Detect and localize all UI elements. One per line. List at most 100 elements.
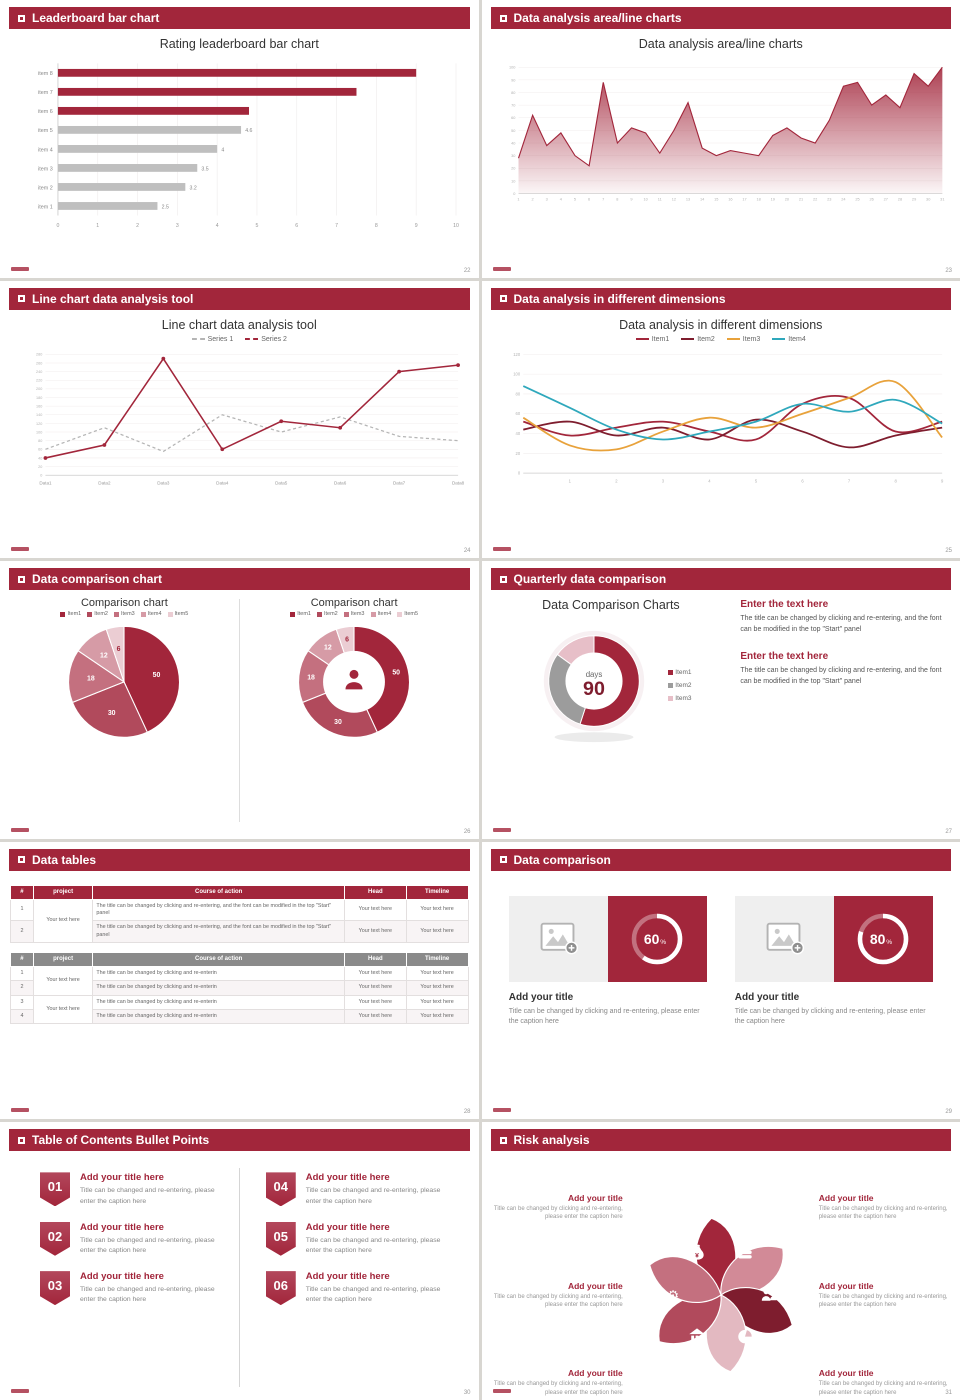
card-title: Add your title <box>734 991 800 1003</box>
legend-label: Item1 <box>297 611 311 618</box>
risk-block: Add your title Title can be changed by cl… <box>492 1281 623 1310</box>
table-header-row: # project Course of action Head Timeline <box>10 951 469 967</box>
bullet-square-icon <box>499 856 507 864</box>
item3-line-swatch <box>726 338 740 341</box>
svg-text:%: % <box>661 939 667 946</box>
svg-text:30: 30 <box>511 153 515 158</box>
legend-label: Item4 <box>377 611 392 618</box>
bullet-square-icon <box>18 295 25 303</box>
svg-text:8: 8 <box>616 197 618 202</box>
item1-swatch <box>668 669 674 675</box>
table-header-row: # project Course of action Head Timeline <box>10 884 469 900</box>
svg-text:item 5: item 5 <box>38 128 53 134</box>
svg-text:80: 80 <box>38 439 42 443</box>
svg-text:30: 30 <box>108 710 116 717</box>
risk-title: Add your title <box>567 1280 623 1291</box>
toc-item: 05 Add your title here Title can be chang… <box>265 1221 457 1256</box>
bank-icon <box>689 1328 705 1345</box>
toc-item: 02 Add your title here Title can be chang… <box>40 1221 231 1256</box>
donut-row: days 90 Item1 Item2 Item3 <box>492 620 731 750</box>
slide-comparison-pies[interactable]: Data comparison chart Comparison chart I… <box>0 561 479 839</box>
cell: The title can be changed by clicking and… <box>92 965 345 982</box>
svg-text:9: 9 <box>940 478 943 483</box>
svg-text:50: 50 <box>392 670 400 677</box>
slide-dimensions-chart[interactable]: Data analysis in different dimensions Da… <box>481 280 960 559</box>
slide-risk-analysis[interactable]: Risk analysis Add your title Title can be… <box>481 1122 960 1400</box>
svg-text:23: 23 <box>827 197 831 202</box>
slide-header: Data analysis in different dimensions <box>490 287 951 310</box>
bullet-square-icon <box>18 1136 25 1144</box>
series2-line-swatch <box>245 338 259 341</box>
footer-logo <box>492 827 511 832</box>
chart-title: Comparison chart <box>80 597 168 610</box>
table-row: 4 The title can be changed by clicking a… <box>10 1008 469 1025</box>
legend-label: Item1 <box>675 668 692 676</box>
svg-text:8: 8 <box>375 223 378 229</box>
risk-block: Add your title Title can be changed by cl… <box>492 1368 623 1397</box>
svg-text:2: 2 <box>615 478 618 483</box>
slide-toc-bullets[interactable]: Table of Contents Bullet Points 01 Add y… <box>0 1122 479 1400</box>
image-placeholder-box <box>508 895 608 982</box>
svg-text:6: 6 <box>588 197 590 202</box>
footer-logo <box>492 1108 511 1113</box>
bookmark-number: 02 <box>40 1221 70 1256</box>
svg-text:27: 27 <box>883 197 887 202</box>
svg-text:Data2: Data2 <box>98 480 111 485</box>
slide-line-chart-tool[interactable]: Line chart data analysis tool Line chart… <box>0 280 479 559</box>
pie-chart: 50 30 18 12 6 <box>68 626 181 739</box>
bullet-square-icon <box>18 14 25 22</box>
svg-text:4: 4 <box>559 197 562 202</box>
legend-label: Item3 <box>675 694 692 702</box>
svg-text:Data8: Data8 <box>452 480 465 485</box>
donut-panel: Data Comparison Charts days 90 Item1 Item… <box>492 595 731 839</box>
svg-text:5: 5 <box>256 223 259 229</box>
col-header: project <box>32 951 94 967</box>
svg-text:6: 6 <box>117 646 121 653</box>
item2-swatch <box>668 682 674 688</box>
svg-text:17: 17 <box>742 197 746 202</box>
svg-text:12: 12 <box>100 653 108 660</box>
slide-data-tables[interactable]: Data tables # project Course of action H… <box>0 841 479 1120</box>
pie-panel-right: Comparison chart Item1 Item2 Item3 Item4… <box>240 595 469 826</box>
col-header: Course of action <box>92 884 345 900</box>
card-title: Add your title <box>508 991 574 1003</box>
item3-swatch <box>343 611 349 617</box>
svg-text:16: 16 <box>728 197 732 202</box>
risk-column-right: Add your title Title can be changed by cl… <box>819 1193 950 1398</box>
vertical-divider <box>238 599 240 822</box>
svg-text:days: days <box>586 670 603 679</box>
legend-label: Item1 <box>67 611 82 618</box>
svg-text:160: 160 <box>36 404 42 408</box>
svg-text:24: 24 <box>841 197 846 202</box>
cell: The title can be changed by clicking and… <box>92 920 345 943</box>
col-header: # <box>10 951 34 967</box>
svg-text:140: 140 <box>36 413 42 417</box>
svg-text:30: 30 <box>334 719 342 726</box>
toc-column-left: 01 Add your title here Title can be chang… <box>14 1168 239 1387</box>
svg-text:31: 31 <box>940 197 944 202</box>
svg-text:2: 2 <box>136 223 139 229</box>
toc-item: 06 Add your title here Title can be chang… <box>265 1271 457 1306</box>
toc-caption: Title can be changed and re-entering, pl… <box>305 1187 441 1205</box>
coins-icon <box>738 1246 752 1259</box>
legend-item: Item5 <box>397 611 418 617</box>
cell: Your text here <box>405 898 469 922</box>
slide-header-title: Data comparison <box>513 852 611 867</box>
slide-leaderboard-bar-chart[interactable]: Leaderboard bar chart Rating leaderboard… <box>0 0 479 278</box>
toc-title: Add your title here <box>80 1271 164 1283</box>
svg-text:80: 80 <box>511 90 515 95</box>
slide-area-line-chart[interactable]: Data analysis area/line charts Data anal… <box>481 0 960 278</box>
toc-caption: Title can be changed and re-entering, pl… <box>305 1236 441 1254</box>
footer-logo <box>11 547 29 552</box>
slide-data-comparison-cards[interactable]: Data comparison 60% Add your title Title… <box>481 841 960 1120</box>
toc-caption: Title can be changed and re-entering, pl… <box>80 1236 215 1254</box>
risk-block: Add your title Title can be changed by cl… <box>819 1281 950 1310</box>
image-placeholder-icon <box>540 922 579 955</box>
item2-swatch <box>316 611 322 617</box>
slide-quarterly-comparison[interactable]: Quarterly data comparison Data Compariso… <box>481 561 960 839</box>
page-number: 22 <box>463 267 471 274</box>
card-caption: Title can be changed by clicking and re-… <box>508 1007 700 1025</box>
svg-text:260: 260 <box>36 361 42 365</box>
multi-line-chart: 0 20 40 60 80 100 120 1 2 3 4 5 6 7 8 9 <box>513 351 944 483</box>
bullet-square-icon <box>18 856 25 864</box>
